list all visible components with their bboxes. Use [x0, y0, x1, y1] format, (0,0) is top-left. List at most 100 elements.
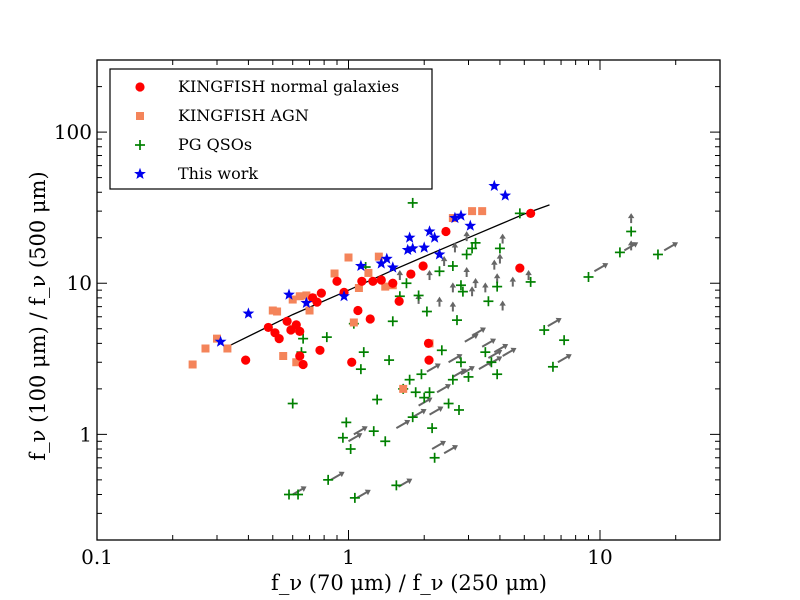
arrow-head: [361, 426, 368, 432]
limit-arrow: [418, 397, 433, 407]
arrow-shaft: [481, 339, 494, 348]
data-point: [410, 387, 421, 398]
arrow-head: [672, 242, 679, 248]
arrow-shaft: [493, 345, 506, 354]
data-point: [443, 398, 454, 409]
arrow-head: [396, 270, 404, 276]
data-point: [330, 269, 339, 278]
arrow-head: [404, 419, 411, 426]
upper-limit-arrow: [440, 256, 448, 267]
arrow-shaft: [330, 472, 342, 481]
arrow-shaft: [412, 410, 424, 419]
data-point: [614, 247, 625, 258]
data-point: [429, 452, 440, 463]
data-point: [283, 288, 295, 300]
data-point: [295, 292, 304, 301]
arrow-head: [364, 489, 371, 496]
data-point: [404, 374, 415, 385]
arrow-head: [426, 270, 433, 276]
arrow-head: [456, 354, 463, 360]
x-axis-label: f_ν (70 μm) / f_ν (250 μm): [271, 571, 547, 595]
limit-arrow: [502, 347, 517, 357]
data-point: [652, 249, 663, 260]
data-point: [380, 252, 393, 264]
limit-arrow: [481, 338, 497, 348]
data-point: [447, 374, 458, 385]
data-point: [492, 369, 503, 380]
data-point: [241, 355, 251, 365]
arrow-shaft: [464, 334, 476, 343]
legend-marker: [135, 82, 145, 92]
data-point: [323, 474, 334, 485]
data-point: [302, 291, 311, 300]
arrow-head: [602, 263, 609, 269]
y-tick-label: 1: [79, 422, 92, 446]
arrow-shaft: [593, 264, 606, 273]
data-point: [423, 225, 436, 237]
data-point: [388, 278, 398, 288]
data-point: [455, 357, 466, 368]
arrow-shaft: [478, 362, 490, 371]
fit-curve-layer: [227, 204, 550, 348]
arrow-head: [525, 270, 532, 276]
limit-arrow: [353, 426, 368, 436]
data-point: [433, 248, 446, 260]
arrow-head: [499, 233, 506, 239]
data-point: [374, 252, 383, 261]
data-point: [316, 288, 326, 298]
arrow-shaft: [452, 370, 464, 378]
arrow-head: [449, 301, 457, 307]
data-point: [478, 207, 487, 216]
data-point: [353, 305, 363, 316]
data-point: [455, 209, 467, 221]
upper-limit-arrow: [491, 259, 498, 270]
arrow-shaft: [429, 407, 441, 416]
upper-limit-arrow: [426, 270, 433, 281]
data-point: [416, 369, 427, 380]
data-point: [372, 394, 383, 405]
x-tick-label: 0.1: [81, 545, 113, 569]
data-point: [365, 314, 375, 324]
data-point: [349, 318, 358, 327]
arrow-shaft: [436, 385, 448, 394]
data-point: [263, 322, 273, 333]
data-point: [212, 334, 221, 343]
data-point: [480, 347, 491, 358]
limit-arrow: [471, 327, 486, 337]
arrow-head: [437, 406, 444, 412]
legend-item: KINGFISH AGN: [136, 106, 309, 125]
data-point: [583, 271, 594, 282]
data-point: [368, 426, 379, 437]
data-point: [287, 398, 298, 409]
data-point: [394, 296, 404, 306]
data-point: [447, 261, 458, 272]
arrow-head: [468, 286, 476, 292]
x-tick-label: 1: [342, 545, 355, 569]
legend-item: This work: [134, 164, 258, 183]
data-point: [418, 241, 431, 253]
limit-arrow: [426, 363, 441, 373]
data-point: [381, 282, 390, 291]
data-point: [451, 315, 462, 326]
data-point: [488, 179, 501, 191]
arrow-shaft: [348, 434, 360, 443]
arrow-shaft: [353, 427, 365, 436]
data-point: [376, 275, 386, 285]
data-point: [413, 290, 424, 301]
data-point: [214, 335, 227, 347]
arrow-head: [555, 317, 562, 324]
arrow-head: [439, 440, 446, 447]
data-point: [468, 207, 477, 216]
upper-limit-arrow: [436, 296, 443, 307]
data-point: [421, 306, 432, 317]
data-point: [364, 268, 373, 277]
upper-limit-arrow: [468, 286, 476, 297]
limit-arrow: [663, 242, 679, 252]
data-point: [464, 219, 477, 231]
data-point: [419, 392, 430, 403]
limit-arrow: [395, 419, 411, 429]
data-point: [424, 387, 435, 398]
upper-limit-arrow: [627, 213, 635, 224]
arrow-head: [406, 478, 413, 485]
arrow-head: [627, 213, 635, 219]
